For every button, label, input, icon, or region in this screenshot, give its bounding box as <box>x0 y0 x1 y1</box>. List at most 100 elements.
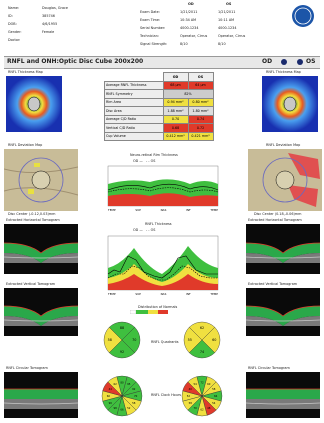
field-value: 4/6/1955 <box>42 22 57 26</box>
row-label: Disc Area <box>105 107 164 116</box>
sector-value: 52 <box>127 406 131 410</box>
column-header: OD <box>163 73 188 82</box>
sector-value: 74 <box>200 350 204 354</box>
row-label: Average C/D Ratio <box>105 115 164 124</box>
normals-title: Distribution of Normals <box>138 305 177 309</box>
tomogram-title: Extracted Vertical Tomogram <box>6 282 55 286</box>
field-value: Female <box>42 30 54 34</box>
panel-title: RNFL Deviation Map <box>8 143 42 147</box>
axis-label: TEMP <box>108 208 116 212</box>
field-value: Operator, Cirrus <box>180 34 207 38</box>
tomogram <box>246 288 320 336</box>
sector-value: 52 <box>187 394 191 398</box>
report-page: RNFL and ONH:Optic Disc Cube 200x200 OD … <box>0 0 324 423</box>
sector-value: 44 <box>109 387 113 391</box>
panel-title: RNFL Deviation Map <box>266 143 300 147</box>
tomogram <box>4 372 78 418</box>
axis-label: NAS <box>161 208 167 212</box>
quadrants-title: RNFL Quadrants <box>151 340 179 344</box>
legend: OD — - - OS <box>133 159 155 163</box>
field-label: Exam Date: <box>140 10 160 14</box>
value-cell: 0.68 <box>163 124 188 133</box>
sector-value: 92 <box>120 350 124 354</box>
sector-value: 90 <box>109 401 113 405</box>
column-header: OS <box>188 73 213 82</box>
sector-value: 58 <box>212 387 216 391</box>
row-label: Vertical C/D Ratio <box>105 124 164 133</box>
tomogram-title: RNFL Circular Tomogram <box>6 366 48 370</box>
graph-title: Neuro-retinal Rim Thickness <box>130 153 178 157</box>
row-label: Rim Area <box>105 98 164 107</box>
graph-title: RNFL Thickness <box>145 222 172 226</box>
sector-value: 54 <box>194 382 198 386</box>
tomogram <box>246 372 320 418</box>
field-value: 4000-1234 <box>218 26 236 30</box>
value-cell: 0.70 <box>163 115 188 124</box>
sector-value: 72 <box>200 380 204 384</box>
cell <box>105 73 164 82</box>
sector-value: 60 <box>107 394 111 398</box>
value-cell: 1.80 mm² <box>188 107 213 116</box>
deviation-map-os <box>248 149 322 211</box>
row-label: Average RNFL Thickness <box>105 81 164 90</box>
sector-value: 62 <box>200 408 204 412</box>
value-cell: 0.74 <box>188 115 213 124</box>
legend-od: OD <box>133 159 138 163</box>
sector-value: 98 <box>114 406 118 410</box>
field-value: 4000-1234 <box>180 26 198 30</box>
field-label: Serial Number: <box>140 26 165 30</box>
sector-value: 48 <box>207 406 211 410</box>
thickness-map-od <box>6 76 62 132</box>
disc-center: Disc Center (-0.12,0.03)mm <box>8 212 55 216</box>
value-cell: 64 µm <box>188 81 213 90</box>
field-label: ID: <box>8 14 13 18</box>
deviation-map-od <box>4 149 78 211</box>
row: Cup Volume0.412 mm³0.421 mm³ <box>105 132 214 141</box>
sector-value: 92 <box>132 387 136 391</box>
sector-value: 62 <box>200 326 204 330</box>
nrr-graph <box>100 164 222 212</box>
sector-value: 70 <box>134 394 138 398</box>
value-cell: 0.72 <box>188 124 213 133</box>
value-cell: 0.80 mm² <box>188 98 213 107</box>
report-title: RNFL and ONH:Optic Disc Cube 200x200 <box>7 58 143 65</box>
field-value: 8/10 <box>180 42 188 46</box>
panel-title: RNFL Thickness Map <box>266 70 301 74</box>
tomogram-title: Extracted Vertical Tomogram <box>248 282 297 286</box>
field-value: Operator, Cirrus <box>218 34 245 38</box>
field-value: 1/21/2011 <box>180 10 197 14</box>
value-cell: 0.421 mm³ <box>188 132 213 141</box>
axis-label: INF <box>186 208 191 212</box>
field-label: Gender: <box>8 30 22 34</box>
axis-label: TEMP <box>210 292 218 296</box>
field-value: Douglas, Grace <box>42 6 68 10</box>
field-label: Technician: <box>140 34 159 38</box>
sector-value: 62 <box>114 382 118 386</box>
legend-od: OD <box>133 228 138 232</box>
row: Vertical C/D Ratio0.680.72 <box>105 124 214 133</box>
value-cell: 0.412 mm³ <box>163 132 188 141</box>
sector-value: 88 <box>120 326 124 330</box>
axis-label: SUP <box>135 292 141 296</box>
sector-value: 80 <box>120 380 124 384</box>
legend-os: OS <box>151 228 156 232</box>
field-label: DOB: <box>8 22 17 26</box>
value-cell: 68 µm <box>163 81 188 90</box>
sector-value: 70 <box>194 406 198 410</box>
field-value: 10:34 AM <box>180 18 196 22</box>
sector-value: 58 <box>108 338 112 342</box>
field-label: Exam Time: <box>140 18 160 22</box>
axis-label: TEMP <box>108 292 116 296</box>
sector-value: 40 <box>189 387 193 391</box>
field-label: Signal Strength: <box>140 42 167 46</box>
value-cell: 82% <box>163 90 213 99</box>
od-label: OD <box>262 58 272 65</box>
thickness-map-os <box>262 76 318 132</box>
os-label: OS <box>306 58 315 65</box>
disc-center: Disc Center (0.18,-0.06)mm <box>254 212 301 216</box>
panel-title: RNFL Thickness Map <box>8 70 43 74</box>
